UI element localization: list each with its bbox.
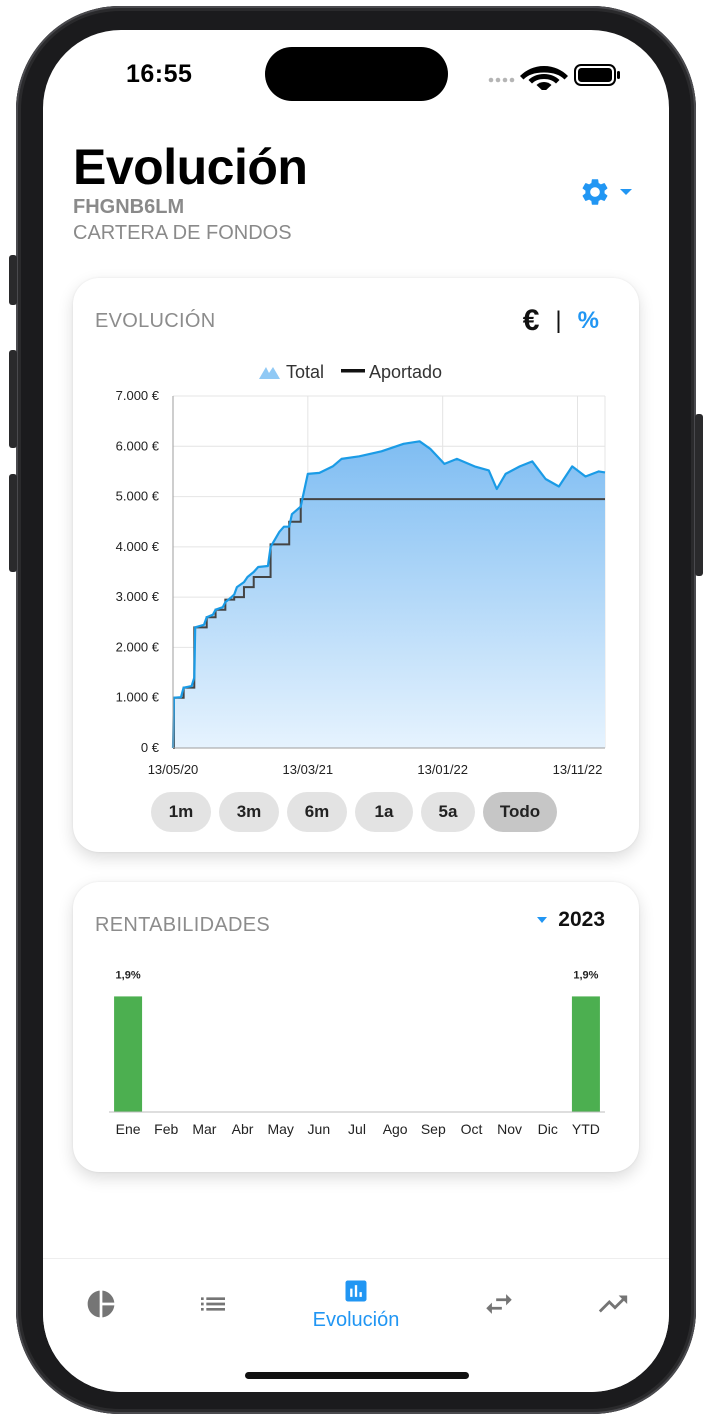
bar-chart-icon bbox=[345, 1280, 367, 1301]
dynamic-island bbox=[265, 47, 448, 101]
transfer-icon bbox=[486, 1294, 512, 1314]
portfolio-type: CARTERA DE FONDOS bbox=[73, 222, 292, 244]
range-button-5a[interactable]: 5a bbox=[421, 792, 475, 832]
unit-separator: | bbox=[555, 307, 562, 334]
month-label: May bbox=[267, 1121, 293, 1137]
settings-menu-button[interactable] bbox=[579, 174, 641, 210]
page-title: Evolución bbox=[73, 139, 308, 195]
trending-up-icon bbox=[598, 1295, 628, 1313]
tab-portfolio[interactable] bbox=[61, 1259, 141, 1349]
series-total-area bbox=[173, 441, 605, 748]
returns-card: RENTABILIDADES 2023 1,9% Ene Feb Mar Abr May J… bbox=[73, 882, 639, 1172]
month-label: Mar bbox=[192, 1121, 216, 1137]
series-total-line bbox=[171, 440, 606, 749]
unit-euro-toggle[interactable]: € bbox=[522, 304, 540, 337]
year-value: 2023 bbox=[558, 908, 605, 931]
legend-total-swatch bbox=[259, 367, 280, 379]
tab-positions[interactable] bbox=[173, 1259, 253, 1349]
volume-up-button bbox=[9, 350, 17, 448]
status-icons bbox=[488, 64, 620, 90]
unit-percent-toggle[interactable]: % bbox=[577, 307, 599, 334]
month-label: Jul bbox=[348, 1121, 366, 1137]
legend-aportado-label: Aportado bbox=[369, 362, 442, 382]
y-tick-label: 6.000 € bbox=[116, 438, 160, 453]
return-bar-ene[interactable] bbox=[114, 996, 143, 1112]
wifi-icon bbox=[520, 66, 568, 90]
month-label: Sep bbox=[421, 1121, 446, 1137]
range-button-6m[interactable]: 6m bbox=[287, 792, 347, 832]
month-label: Jun bbox=[308, 1121, 331, 1137]
caret-down-icon bbox=[537, 917, 548, 923]
tab-evolution[interactable]: Evolución bbox=[301, 1259, 411, 1349]
range-button-3m[interactable]: 3m bbox=[219, 792, 279, 832]
x-tick-label: 13/01/22 bbox=[417, 762, 468, 777]
evolution-card: EVOLUCIÓN € | % Total Aportado 0 € 1.000 € 2… bbox=[73, 278, 639, 852]
returns-chart: 1,9% Ene Feb Mar Abr May Jun Jul Ago Sep Oct Nov Dic… bbox=[109, 969, 605, 1137]
y-tick-label: 7.000 € bbox=[116, 388, 160, 403]
x-tick-label: 13/05/20 bbox=[148, 762, 199, 777]
month-label: Feb bbox=[154, 1121, 178, 1137]
mute-switch bbox=[9, 255, 17, 305]
battery-icon bbox=[574, 64, 620, 86]
month-label: Nov bbox=[497, 1121, 522, 1137]
evolution-chart: Total Aportado 0 € 1.000 € 2.000 € 3.000 € 4.0… bbox=[116, 362, 606, 777]
x-tick-label: 13/03/21 bbox=[283, 762, 334, 777]
tab-transactions[interactable] bbox=[459, 1259, 539, 1349]
status-time: 16:55 bbox=[126, 60, 193, 88]
y-tick-label: 3.000 € bbox=[116, 589, 160, 604]
pie-chart-icon bbox=[87, 1290, 115, 1318]
tab-bar: Evolución bbox=[43, 1258, 669, 1392]
month-label: YTD bbox=[572, 1121, 600, 1137]
range-button-1m[interactable]: 1m bbox=[151, 792, 211, 832]
screen: 16:55 Evolución FHGNB6LM CARTERA DE FOND… bbox=[43, 30, 669, 1392]
unit-toggle: € | % bbox=[523, 304, 599, 338]
range-button-1a[interactable]: 1a bbox=[355, 792, 413, 832]
y-tick-label: 1.000 € bbox=[116, 690, 160, 705]
month-label: Ago bbox=[383, 1121, 408, 1137]
tab-performance[interactable] bbox=[573, 1259, 653, 1349]
y-tick-label: 0 € bbox=[141, 740, 160, 755]
month-label: Dic bbox=[538, 1121, 558, 1137]
legend-total-label: Total bbox=[286, 362, 324, 382]
month-label: Oct bbox=[461, 1121, 483, 1137]
y-tick-label: 2.000 € bbox=[116, 639, 160, 654]
signal-icon bbox=[488, 77, 515, 83]
returns-card-title: RENTABILIDADES bbox=[95, 914, 270, 936]
list-icon bbox=[201, 1297, 225, 1311]
home-indicator bbox=[245, 1372, 469, 1379]
range-selector: 1m 3m 6m 1a 5a Todo bbox=[151, 792, 557, 832]
power-button bbox=[695, 414, 703, 576]
y-tick-label: 5.000 € bbox=[116, 489, 160, 504]
chart-legend: Total Aportado bbox=[259, 362, 442, 382]
y-tick-label: 4.000 € bbox=[116, 539, 160, 554]
bar-value-label: 1,9% bbox=[116, 969, 141, 981]
range-button-todo[interactable]: Todo bbox=[483, 792, 557, 832]
return-bar-ytd[interactable] bbox=[571, 996, 600, 1112]
year-selector[interactable]: 2023 bbox=[536, 908, 605, 932]
evolution-card-title: EVOLUCIÓN bbox=[95, 310, 216, 332]
tab-evolution-label: Evolución bbox=[312, 1308, 400, 1331]
month-label: Ene bbox=[116, 1121, 141, 1137]
volume-down-button bbox=[9, 474, 17, 572]
portfolio-code: FHGNB6LM bbox=[73, 196, 185, 218]
gear-icon bbox=[582, 179, 608, 205]
caret-down-icon bbox=[620, 189, 632, 195]
bar-value-label: 1,9% bbox=[573, 969, 598, 981]
legend-aportado-swatch bbox=[341, 369, 365, 373]
month-label: Abr bbox=[232, 1121, 254, 1137]
x-tick-label: 13/11/22 bbox=[553, 762, 603, 777]
